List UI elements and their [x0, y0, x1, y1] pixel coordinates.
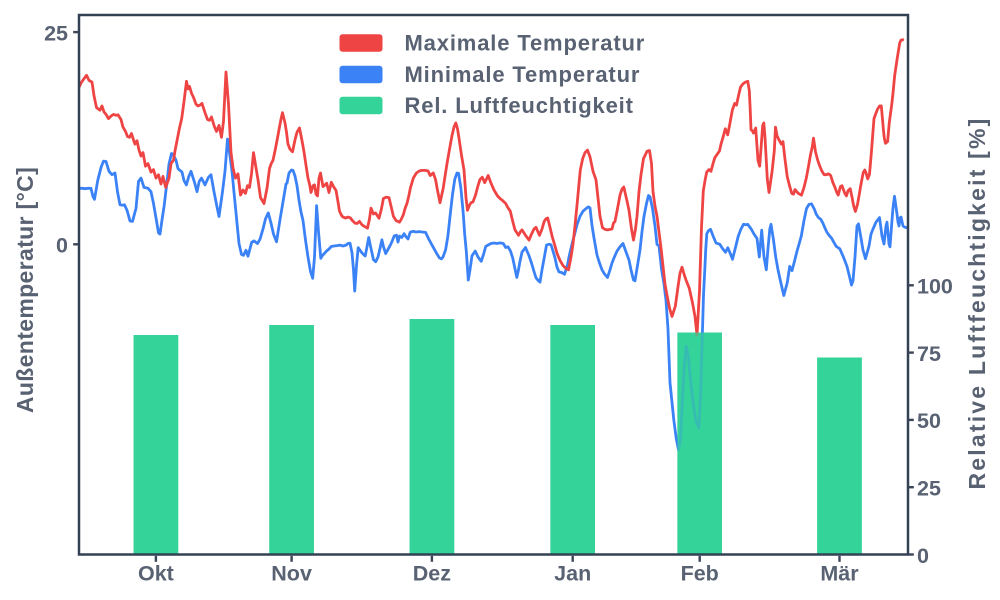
svg-text:0: 0 [917, 544, 929, 568]
svg-text:Mär: Mär [820, 562, 859, 586]
svg-text:Außentemperatur [°C]: Außentemperatur [°C] [12, 167, 38, 413]
svg-text:Maximale Temperatur: Maximale Temperatur [405, 30, 646, 55]
svg-text:25: 25 [917, 477, 941, 501]
svg-text:50: 50 [917, 409, 941, 433]
svg-text:Rel. Luftfeuchtigkeit: Rel. Luftfeuchtigkeit [405, 93, 634, 118]
svg-text:Nov: Nov [271, 562, 312, 586]
svg-text:Okt: Okt [138, 562, 174, 586]
svg-text:Feb: Feb [681, 562, 719, 586]
svg-text:0: 0 [56, 234, 68, 258]
svg-text:Minimale Temperatur: Minimale Temperatur [405, 62, 641, 87]
svg-text:Dez: Dez [413, 562, 451, 586]
svg-text:Jan: Jan [554, 562, 591, 586]
svg-text:75: 75 [917, 342, 941, 366]
svg-text:25: 25 [44, 21, 68, 45]
svg-text:100: 100 [917, 275, 953, 299]
svg-text:Relative Luftfeuchtigkeit [%]: Relative Luftfeuchtigkeit [%] [964, 116, 990, 489]
